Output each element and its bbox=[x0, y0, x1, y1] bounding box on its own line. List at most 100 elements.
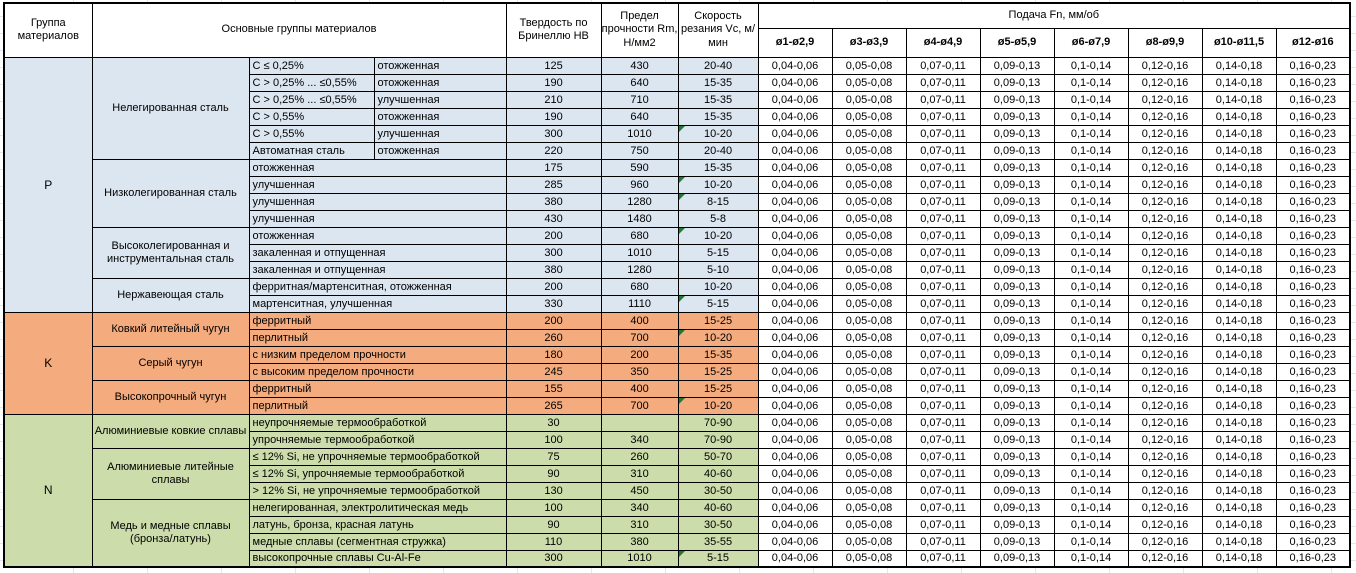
material-state-cell[interactable]: отожженная bbox=[373, 141, 507, 160]
feed-value-cell[interactable]: 0,16-0,23 bbox=[1275, 345, 1351, 364]
feed-value-cell[interactable]: 0,14-0,18 bbox=[1201, 549, 1277, 568]
feed-value-cell[interactable]: 0,14-0,18 bbox=[1201, 209, 1277, 228]
strength-cell[interactable]: 200 bbox=[600, 345, 679, 364]
feed-value-cell[interactable]: 0,16-0,23 bbox=[1275, 413, 1351, 432]
feed-value-cell[interactable]: 0,16-0,23 bbox=[1275, 192, 1351, 211]
feed-value-cell[interactable]: 0,12-0,16 bbox=[1127, 226, 1203, 245]
feed-value-cell[interactable]: 0,1-0,14 bbox=[1053, 56, 1129, 75]
feed-value-cell[interactable]: 0,07-0,11 bbox=[905, 277, 981, 296]
feed-value-cell[interactable]: 0,14-0,18 bbox=[1201, 379, 1277, 398]
material-detail-cell[interactable]: перлитный bbox=[248, 328, 507, 347]
material-detail-cell[interactable]: C ≤ 0,25% bbox=[248, 56, 375, 75]
header-diameter-range[interactable]: ø1-ø2,9 bbox=[757, 27, 833, 58]
feed-value-cell[interactable]: 0,14-0,18 bbox=[1201, 141, 1277, 160]
feed-value-cell[interactable]: 0,16-0,23 bbox=[1275, 158, 1351, 177]
cutting-speed-cell[interactable]: 5-10 bbox=[677, 260, 759, 279]
feed-value-cell[interactable]: 0,07-0,11 bbox=[905, 90, 981, 109]
feed-value-cell[interactable]: 0,1-0,14 bbox=[1053, 498, 1129, 517]
feed-value-cell[interactable]: 0,04-0,06 bbox=[757, 481, 833, 500]
feed-value-cell[interactable]: 0,16-0,23 bbox=[1275, 226, 1351, 245]
hardness-cell[interactable]: 200 bbox=[505, 226, 602, 245]
feed-value-cell[interactable]: 0,07-0,11 bbox=[905, 515, 981, 534]
cutting-speed-cell[interactable]: 70-90 bbox=[677, 430, 759, 449]
feed-value-cell[interactable]: 0,04-0,06 bbox=[757, 73, 833, 92]
feed-value-cell[interactable]: 0,12-0,16 bbox=[1127, 328, 1203, 347]
feed-value-cell[interactable]: 0,09-0,13 bbox=[979, 294, 1055, 313]
feed-value-cell[interactable]: 0,05-0,08 bbox=[831, 464, 907, 483]
feed-value-cell[interactable]: 0,05-0,08 bbox=[831, 73, 907, 92]
strength-cell[interactable]: 310 bbox=[600, 515, 679, 534]
feed-value-cell[interactable]: 0,14-0,18 bbox=[1201, 107, 1277, 126]
material-detail-cell[interactable]: C > 0,55% bbox=[248, 107, 375, 126]
feed-value-cell[interactable]: 0,04-0,06 bbox=[757, 175, 833, 194]
cutting-speed-cell[interactable]: 50-70 bbox=[677, 447, 759, 466]
feed-value-cell[interactable]: 0,12-0,16 bbox=[1127, 379, 1203, 398]
feed-value-cell[interactable]: 0,12-0,16 bbox=[1127, 175, 1203, 194]
header-tensile-strength[interactable]: Предел прочности Rm, Н/мм2 bbox=[600, 2, 679, 58]
feed-value-cell[interactable]: 0,09-0,13 bbox=[979, 498, 1055, 517]
feed-value-cell[interactable]: 0,1-0,14 bbox=[1053, 294, 1129, 313]
feed-value-cell[interactable]: 0,07-0,11 bbox=[905, 124, 981, 143]
header-cutting-speed[interactable]: Скорость резания Vc, м/мин bbox=[677, 2, 759, 58]
feed-value-cell[interactable]: 0,14-0,18 bbox=[1201, 158, 1277, 177]
hardness-cell[interactable]: 330 bbox=[505, 294, 602, 313]
material-detail-cell[interactable]: C > 0,25% ... ≤0,55% bbox=[248, 73, 375, 92]
hardness-cell[interactable]: 155 bbox=[505, 379, 602, 398]
feed-value-cell[interactable]: 0,16-0,23 bbox=[1275, 294, 1351, 313]
feed-value-cell[interactable]: 0,1-0,14 bbox=[1053, 396, 1129, 415]
subgroup-name-cell[interactable]: Алюминиевые ковкие сплавы bbox=[91, 413, 250, 449]
hardness-cell[interactable]: 125 bbox=[505, 56, 602, 75]
feed-value-cell[interactable]: 0,05-0,08 bbox=[831, 362, 907, 381]
header-diameter-range[interactable]: ø5-ø5,9 bbox=[979, 27, 1055, 58]
material-detail-cell[interactable]: с низким пределом прочности bbox=[248, 345, 507, 364]
strength-cell[interactable]: 640 bbox=[600, 73, 679, 92]
feed-value-cell[interactable]: 0,1-0,14 bbox=[1053, 90, 1129, 109]
feed-value-cell[interactable]: 0,04-0,06 bbox=[757, 243, 833, 262]
hardness-cell[interactable]: 265 bbox=[505, 396, 602, 415]
group-letter-cell[interactable]: N bbox=[3, 413, 93, 568]
feed-value-cell[interactable]: 0,14-0,18 bbox=[1201, 430, 1277, 449]
feed-value-cell[interactable]: 0,12-0,16 bbox=[1127, 141, 1203, 160]
material-detail-cell[interactable]: ферритный bbox=[248, 311, 507, 330]
strength-cell[interactable] bbox=[600, 413, 679, 432]
feed-value-cell[interactable]: 0,07-0,11 bbox=[905, 56, 981, 75]
feed-value-cell[interactable]: 0,12-0,16 bbox=[1127, 345, 1203, 364]
feed-value-cell[interactable]: 0,16-0,23 bbox=[1275, 175, 1351, 194]
cutting-speed-cell[interactable]: 20-40 bbox=[677, 56, 759, 75]
feed-value-cell[interactable]: 0,04-0,06 bbox=[757, 107, 833, 126]
feed-value-cell[interactable]: 0,04-0,06 bbox=[757, 90, 833, 109]
feed-value-cell[interactable]: 0,16-0,23 bbox=[1275, 498, 1351, 517]
feed-value-cell[interactable]: 0,12-0,16 bbox=[1127, 192, 1203, 211]
feed-value-cell[interactable]: 0,12-0,16 bbox=[1127, 481, 1203, 500]
feed-value-cell[interactable]: 0,09-0,13 bbox=[979, 379, 1055, 398]
feed-value-cell[interactable]: 0,12-0,16 bbox=[1127, 56, 1203, 75]
material-state-cell[interactable]: улучшенная bbox=[373, 124, 507, 143]
feed-value-cell[interactable]: 0,05-0,08 bbox=[831, 277, 907, 296]
strength-cell[interactable]: 340 bbox=[600, 430, 679, 449]
feed-value-cell[interactable]: 0,14-0,18 bbox=[1201, 226, 1277, 245]
feed-value-cell[interactable]: 0,09-0,13 bbox=[979, 447, 1055, 466]
feed-value-cell[interactable]: 0,12-0,16 bbox=[1127, 294, 1203, 313]
feed-value-cell[interactable]: 0,07-0,11 bbox=[905, 209, 981, 228]
feed-value-cell[interactable]: 0,04-0,06 bbox=[757, 124, 833, 143]
feed-value-cell[interactable]: 0,1-0,14 bbox=[1053, 447, 1129, 466]
feed-value-cell[interactable]: 0,12-0,16 bbox=[1127, 243, 1203, 262]
feed-value-cell[interactable]: 0,12-0,16 bbox=[1127, 362, 1203, 381]
feed-value-cell[interactable]: 0,09-0,13 bbox=[979, 515, 1055, 534]
feed-value-cell[interactable]: 0,16-0,23 bbox=[1275, 243, 1351, 262]
feed-value-cell[interactable]: 0,04-0,06 bbox=[757, 260, 833, 279]
header-material-group[interactable]: Группа материалов bbox=[3, 2, 93, 58]
hardness-cell[interactable]: 200 bbox=[505, 277, 602, 296]
feed-value-cell[interactable]: 0,04-0,06 bbox=[757, 396, 833, 415]
feed-value-cell[interactable]: 0,04-0,06 bbox=[757, 209, 833, 228]
feed-value-cell[interactable]: 0,05-0,08 bbox=[831, 396, 907, 415]
feed-value-cell[interactable]: 0,09-0,13 bbox=[979, 73, 1055, 92]
material-detail-cell[interactable]: медные сплавы (сегментная стружка) bbox=[248, 532, 507, 551]
feed-value-cell[interactable]: 0,04-0,06 bbox=[757, 226, 833, 245]
feed-value-cell[interactable]: 0,14-0,18 bbox=[1201, 498, 1277, 517]
feed-value-cell[interactable]: 0,09-0,13 bbox=[979, 56, 1055, 75]
feed-value-cell[interactable]: 0,05-0,08 bbox=[831, 549, 907, 568]
cutting-speed-cell[interactable]: 30-50 bbox=[677, 515, 759, 534]
feed-value-cell[interactable]: 0,14-0,18 bbox=[1201, 124, 1277, 143]
feed-value-cell[interactable]: 0,12-0,16 bbox=[1127, 498, 1203, 517]
